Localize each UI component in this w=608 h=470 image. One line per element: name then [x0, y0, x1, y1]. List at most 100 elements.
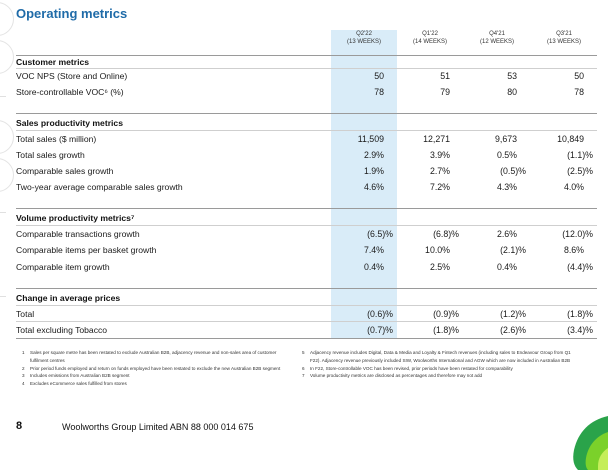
table-cell: 9,673: [494, 134, 517, 144]
table-cell: (1.2)%: [500, 309, 526, 319]
column-weeks: (13 WEEKS): [346, 39, 381, 45]
decorative-tick: [0, 212, 6, 213]
row-rule: [16, 321, 597, 322]
column-weeks: (14 WEEKS): [412, 39, 447, 45]
table-cell: (0.5)%: [500, 166, 526, 176]
footnote: 2 Prior period funds employed and return …: [22, 365, 284, 373]
table-cell: (12.0)%: [562, 229, 593, 239]
table-cell: 0.5%: [496, 150, 517, 160]
column-period: Q2'22: [356, 31, 372, 37]
row-label: Comparable sales growth: [16, 166, 114, 176]
footnote-text: In F22, Store-controllable VOC has been …: [310, 365, 513, 371]
section-title-average-prices: Change in average prices: [16, 293, 121, 303]
table-cell: (1.8)%: [567, 309, 593, 319]
section-rule: [16, 288, 597, 289]
table-cell: (3.4)%: [567, 325, 593, 335]
table-cell: 4.3%: [496, 182, 517, 192]
table-cell: 11,509: [357, 134, 384, 144]
decorative-tick: [0, 296, 6, 297]
row-label: Total sales ($ million): [16, 134, 97, 144]
table-cell: 80: [507, 87, 517, 97]
table-cell: (2.1)%: [500, 245, 526, 255]
decorative-ring: [0, 120, 14, 154]
section-title-sales-productivity: Sales productivity metrics: [16, 118, 123, 128]
table-cell: 2.7%: [429, 166, 450, 176]
column-header-q1-22: Q1'22 (14 WEEKS): [397, 30, 463, 46]
footnote-text: Excludes eCommerce sales fulfilled from …: [30, 381, 127, 387]
table-cell: (2.5)%: [567, 166, 593, 176]
table-cell: (0.6)%: [367, 309, 393, 319]
footnote-text: Volume productivity metrics are disclose…: [310, 373, 483, 379]
row-label: Comparable item growth: [16, 262, 110, 272]
table-cell: (4.4)%: [567, 262, 593, 272]
row-rule: [16, 130, 597, 131]
footnote-text: Sales per square metre has been restated…: [30, 350, 277, 363]
table-cell: 10,849: [557, 134, 584, 144]
column-header-row: Q2'22 (13 WEEKS) Q1'22 (14 WEEKS) Q4'21 …: [331, 30, 597, 52]
table-cell: 12,271: [423, 134, 450, 144]
page-number: 8: [16, 420, 23, 432]
column-header-q3-21: Q3'21 (13 WEEKS): [531, 30, 597, 46]
table-cell: 2.6%: [496, 229, 517, 239]
table-cell: 3.9%: [429, 150, 450, 160]
footnote: 3 Includes emissions from Australian B2B …: [22, 372, 284, 380]
column-weeks: (12 WEEKS): [479, 39, 514, 45]
row-label: Total sales growth: [16, 150, 85, 160]
table-bottom-rule: [16, 338, 597, 339]
table-cell: 79: [440, 87, 450, 97]
row-label: Comparable transactions growth: [16, 229, 140, 239]
column-header-q2-22: Q2'22 (13 WEEKS): [331, 30, 397, 46]
footnote-text: Adjacency revenue includes Digital, Data…: [310, 350, 571, 363]
row-label: Store-controllable VOC⁶ (%): [16, 87, 124, 97]
table-cell: 1.9%: [363, 166, 384, 176]
footnote-text: Includes emissions from Australian B2B s…: [30, 373, 130, 379]
current-period-highlight: [331, 30, 397, 338]
table-cell: 4.0%: [563, 182, 584, 192]
row-label: Total: [16, 309, 35, 319]
table-cell: 7.2%: [429, 182, 450, 192]
table-cell: (0.7)%: [367, 325, 393, 335]
row-label: Comparable items per basket growth: [16, 245, 157, 255]
footnote-number: 4: [22, 381, 25, 387]
row-rule: [16, 225, 597, 226]
column-period: Q3'21: [556, 31, 572, 37]
table-cell: 4.6%: [363, 182, 384, 192]
table-cell: 50: [374, 71, 384, 81]
table-cell: 50: [574, 71, 584, 81]
table-cell: (1.1)%: [567, 150, 593, 160]
page-title: Operating metrics: [16, 6, 128, 21]
section-rule: [16, 113, 597, 114]
footnotes-left: 1 Sales per square metre has been restate…: [22, 349, 284, 388]
section-title-customer-metrics: Customer metrics: [16, 57, 90, 67]
decorative-ring: [0, 2, 14, 36]
brand-swirl-icon: [573, 416, 608, 470]
footnote-number: 7: [302, 373, 305, 379]
row-rule: [16, 68, 597, 69]
table-cell: 78: [374, 87, 384, 97]
table-cell: 0.4%: [363, 262, 384, 272]
table-cell: 7.4%: [363, 245, 384, 255]
left-edge-decoration: [0, 0, 16, 470]
table-cell: (2.6)%: [500, 325, 526, 335]
footnote: 5 Adjacency revenue includes Digital, Dat…: [302, 349, 578, 365]
table-cell: 10.0%: [425, 245, 450, 255]
footnotes-right: 5 Adjacency revenue includes Digital, Dat…: [302, 349, 578, 380]
table-cell: 78: [574, 87, 584, 97]
section-rule: [16, 208, 597, 209]
column-weeks: (13 WEEKS): [546, 39, 581, 45]
footnote-text: Prior period funds employed and return o…: [30, 365, 281, 371]
row-label: Two-year average comparable sales growth: [16, 182, 183, 192]
section-title-volume-productivity: Volume productivity metrics⁷: [16, 213, 135, 223]
table-cell: 8.6%: [563, 245, 584, 255]
table-cell: 2.5%: [429, 262, 450, 272]
column-period: Q4'21: [489, 31, 505, 37]
column-period: Q1'22: [422, 31, 438, 37]
table-cell: (6.5)%: [367, 229, 393, 239]
table-cell: (0.9)%: [433, 309, 459, 319]
footnote-number: 5: [302, 350, 305, 355]
footnote: 6 In F22, Store-controllable VOC has been…: [302, 365, 578, 373]
column-header-q4-21: Q4'21 (12 WEEKS): [464, 30, 530, 46]
footnote-number: 3: [22, 373, 25, 379]
table-cell: (6.8)%: [433, 229, 459, 239]
decorative-ring: [0, 158, 14, 192]
